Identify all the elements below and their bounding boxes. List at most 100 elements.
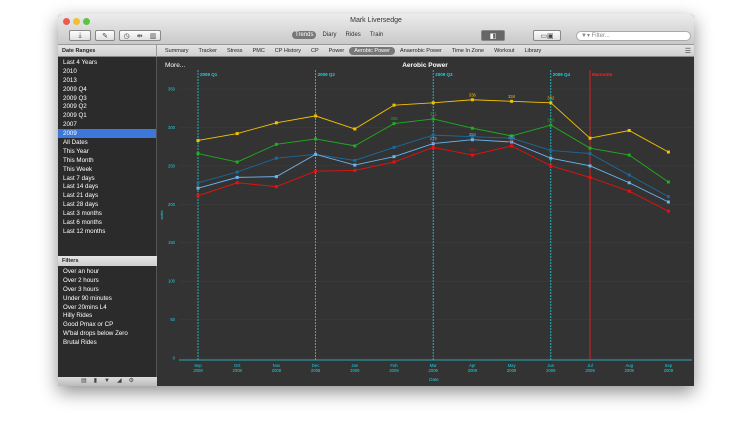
x-tick-label: Sep 2009 <box>664 363 674 373</box>
date-range-item[interactable]: 2009 <box>58 129 156 139</box>
date-range-item[interactable]: Last 3 months <box>63 210 102 218</box>
trash-icon[interactable]: ▥ <box>149 32 157 40</box>
tab-cp-history[interactable]: CP History <box>274 48 301 54</box>
tab-tracker[interactable]: Tracker <box>198 48 217 54</box>
ride-tools-group: ◷ ⇹ ▥ <box>119 30 161 41</box>
date-range-item[interactable]: 2007 <box>63 121 77 129</box>
filter-item[interactable]: Hilly Rides <box>63 312 93 320</box>
tab-summary[interactable]: Summary <box>165 48 189 54</box>
date-range-item[interactable]: Last 14 days <box>63 183 99 191</box>
event-marker-label: 2009 Q4 <box>553 72 571 77</box>
data-point <box>314 137 318 141</box>
stopwatch-icon[interactable]: ◷ <box>123 32 130 40</box>
date-range-item[interactable]: This Year <box>63 147 89 155</box>
x-tick-label: Apr 2009 <box>468 363 478 373</box>
tab-library[interactable]: Library <box>524 48 542 54</box>
layout-toggle[interactable]: ▭▣ <box>533 30 561 41</box>
data-point <box>235 175 239 179</box>
split-icon[interactable]: ⇹ <box>136 32 143 40</box>
data-point <box>627 173 631 177</box>
tab-pmc[interactable]: PMC <box>252 48 265 54</box>
date-range-item[interactable]: 2013 <box>63 76 77 84</box>
bookmark-icon[interactable]: ▮ <box>93 378 97 384</box>
data-point <box>235 132 239 136</box>
x-tick-label: Dec 2008 <box>311 363 321 373</box>
data-point <box>470 153 474 157</box>
view-rides[interactable]: Rides <box>345 32 361 38</box>
tab-power[interactable]: Power <box>328 48 345 54</box>
filter-item[interactable]: Over 2 hours <box>63 276 99 284</box>
filter-item[interactable]: W'bal drops below Zero <box>63 330 128 338</box>
filter-item[interactable]: Over 20mins L4 <box>63 303 107 311</box>
filter-input[interactable]: ▼▾ Filter... <box>576 31 691 41</box>
data-point <box>274 156 278 160</box>
tab-workout[interactable]: Workout <box>494 48 515 54</box>
filter-item[interactable]: Over an hour <box>63 268 100 275</box>
filter-item[interactable]: Under 90 minutes <box>63 294 112 302</box>
aerobic-power-chart: More... Aerobic Power Date watts 0 50 100 1… <box>159 62 692 382</box>
filter-item[interactable]: Brutal Rides <box>63 339 97 347</box>
data-point <box>353 144 357 148</box>
tab-cp[interactable]: CP <box>310 48 319 54</box>
edit-icon: ✎ <box>102 32 108 40</box>
data-point <box>431 133 435 137</box>
date-range-item[interactable]: 2009 Q4 <box>63 85 87 93</box>
y-axis-label: watts <box>159 210 164 219</box>
date-range-item[interactable]: Last 12 months <box>63 227 106 235</box>
date-range-item[interactable]: Last 7 days <box>63 174 95 182</box>
filter-icon[interactable]: ▼ <box>104 378 110 384</box>
view-switcher: Trends Diary Rides Train <box>292 31 386 39</box>
zoom-button[interactable] <box>83 18 90 25</box>
filter-item[interactable]: Over 3 hours <box>63 285 99 293</box>
data-point <box>588 146 592 150</box>
y-tick-label: 0 <box>173 356 176 361</box>
tab-aerobic-power[interactable]: Aerobic Power <box>349 47 395 55</box>
tab-anaerobic-power[interactable]: Anaerobic Power <box>400 48 442 54</box>
date-range-item[interactable]: Last 28 days <box>63 201 99 209</box>
date-range-item[interactable]: 2009 Q2 <box>63 103 87 111</box>
data-point <box>588 136 592 140</box>
minimize-button[interactable] <box>73 18 80 25</box>
x-tick-label: Jul 2009 <box>585 363 595 373</box>
settings-icon[interactable]: ⚙ <box>128 378 134 384</box>
close-button[interactable] <box>63 18 70 25</box>
date-range-item[interactable]: This Month <box>63 156 94 164</box>
date-range-item[interactable]: This Week <box>63 165 93 173</box>
download-icon: ⤓ <box>78 31 82 39</box>
calendar-icon[interactable]: ▤ <box>81 378 87 384</box>
sidebar-toggle[interactable]: ◧ <box>481 30 505 41</box>
y-tick-label: 50 <box>170 317 175 322</box>
download-button[interactable]: ⤓ <box>69 30 91 41</box>
data-point <box>510 144 514 148</box>
date-range-item[interactable]: Last 21 days <box>63 192 99 200</box>
view-train[interactable]: Train <box>369 32 384 38</box>
tabs-menu-icon[interactable]: ☰ <box>684 48 691 55</box>
view-diary[interactable]: Diary <box>322 32 337 38</box>
edit-button[interactable]: ✎ <box>95 30 115 41</box>
view-trends[interactable]: Trends <box>292 31 317 39</box>
date-range-item[interactable]: 2009 Q3 <box>63 94 87 102</box>
data-point <box>549 164 553 168</box>
y-tick-label: 300 <box>168 125 176 130</box>
data-point <box>510 136 514 140</box>
date-range-item[interactable]: 2010 <box>63 67 77 75</box>
data-label: 332 <box>547 95 555 100</box>
date-ranges-header: Date Ranges <box>58 45 157 57</box>
data-point <box>666 209 670 213</box>
data-label: 305 <box>391 116 399 121</box>
data-point <box>470 126 474 130</box>
data-point <box>627 153 631 157</box>
date-range-item[interactable]: Last 4 Years <box>63 59 98 66</box>
date-range-item[interactable]: Last 6 months <box>63 219 102 227</box>
tab-time-in-zone[interactable]: Time In Zone <box>451 48 485 54</box>
date-range-item[interactable]: 2009 Q1 <box>63 112 87 120</box>
more-link[interactable]: More... <box>165 62 185 69</box>
tab-stress[interactable]: Stress <box>226 48 243 54</box>
data-point <box>196 181 200 185</box>
data-point <box>588 175 592 179</box>
chart-icon[interactable]: ◢ <box>116 378 122 384</box>
data-point <box>666 150 670 154</box>
filter-item[interactable]: Good Pmax or CP <box>63 321 114 329</box>
date-range-item[interactable]: All Dates <box>63 139 88 147</box>
x-tick-label: Mar 2009 <box>429 363 439 373</box>
